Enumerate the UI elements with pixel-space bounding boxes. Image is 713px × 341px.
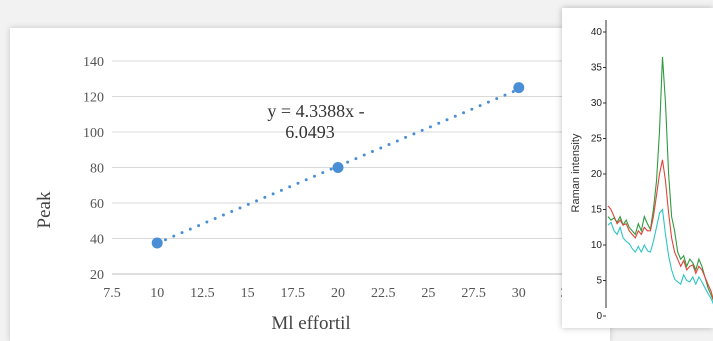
points-layer — [151, 82, 525, 249]
x-tick-label: 7.5 — [103, 286, 121, 301]
trendline-equation-line2: 6.0493 — [285, 122, 335, 142]
x-tick-label: 17.5 — [281, 286, 306, 301]
inset-y-tick-label: 35 — [591, 63, 603, 74]
y-tick-label: 140 — [83, 55, 104, 70]
inset-y-tick-label: 5 — [596, 276, 602, 287]
raman-spectrum-chart: 0 5 10 15 20 25 30 35 40 Raman intensity — [570, 20, 713, 322]
inset-y-tick-label: 30 — [591, 98, 603, 109]
inset-y-tick-label: 15 — [591, 205, 603, 216]
y-axis-title: Peak — [34, 191, 55, 228]
inset-y-tick-labels: 0 5 10 15 20 25 30 35 40 — [591, 27, 606, 322]
x-tick-label: 10 — [150, 286, 164, 301]
trendline-equation-line1: y = 4.3388x - — [267, 101, 364, 121]
scatter-chart: 20 40 60 80 100 120 140 7.5 10 12.5 15 17.5 20 22.5 2… — [34, 55, 568, 334]
inset-series-layer — [607, 56, 713, 305]
y-tick-label: 100 — [83, 126, 104, 141]
inset-y-tick-label: 0 — [596, 311, 602, 322]
inset-y-tick-label: 20 — [591, 169, 603, 180]
x-tick-label: 22.5 — [371, 286, 396, 301]
inset-y-tick-label: 10 — [591, 240, 603, 251]
x-tick-label: 27.5 — [461, 286, 486, 301]
data-point — [332, 162, 344, 173]
y-tick-label: 80 — [90, 162, 104, 177]
main-chart-card: 20 40 60 80 100 120 140 7.5 10 12.5 15 17.5 20 22.5 2… — [10, 28, 610, 341]
x-tick-label: 15 — [241, 286, 255, 301]
x-axis-title: Ml effortil — [271, 313, 350, 334]
x-tick-label: 25 — [421, 286, 435, 301]
spectrum-series — [607, 159, 713, 301]
x-tick-label: 30 — [512, 286, 526, 301]
x-tick-label: 20 — [331, 286, 345, 301]
y-tick-label: 20 — [90, 268, 104, 283]
spectrum-series — [607, 208, 713, 305]
y-tick-label: 60 — [90, 197, 104, 212]
raman-inset-card: 0 5 10 15 20 25 30 35 40 Raman intensity — [562, 8, 713, 328]
data-point — [513, 82, 525, 94]
inset-y-tick-label: 25 — [591, 134, 603, 145]
inset-y-tick-label: 40 — [591, 27, 603, 38]
y-tick-labels: 20 40 60 80 100 120 140 — [83, 55, 104, 283]
grid — [112, 60, 564, 275]
x-tick-label: 12.5 — [190, 286, 215, 301]
data-point — [151, 237, 163, 249]
inset-y-axis-title: Raman intensity — [570, 133, 582, 212]
y-tick-label: 40 — [90, 233, 104, 248]
spectrum-series — [607, 56, 713, 301]
y-tick-label: 120 — [83, 91, 104, 106]
